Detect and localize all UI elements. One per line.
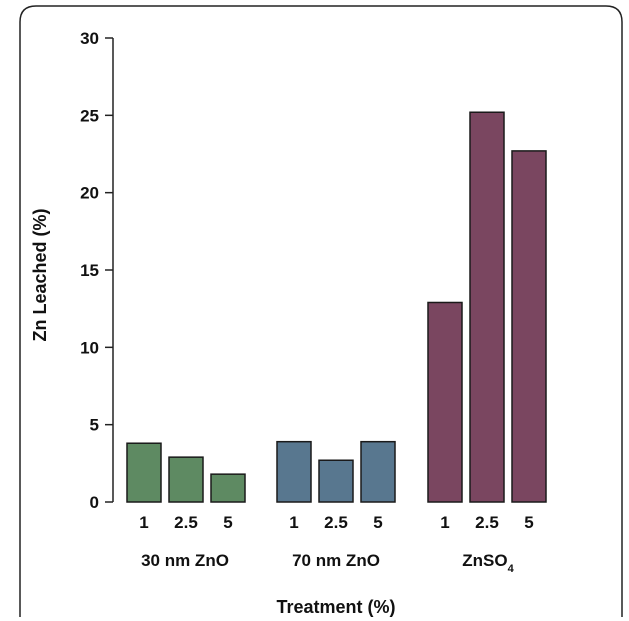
x-axis-label: Treatment (%): [276, 597, 395, 617]
x-tick-label: 5: [223, 513, 232, 532]
y-tick-label: 10: [80, 338, 99, 357]
bar: [319, 460, 353, 502]
y-tick-label: 15: [80, 261, 99, 280]
bar: [169, 457, 203, 502]
x-tick-label: 5: [524, 513, 533, 532]
bar: [470, 112, 504, 502]
y-axis-label: Zn Leached (%): [30, 208, 50, 341]
bar: [512, 151, 546, 502]
bar: [211, 474, 245, 502]
x-tick-label: 1: [139, 513, 148, 532]
y-tick-label: 30: [80, 29, 99, 48]
y-tick-label: 25: [80, 106, 99, 125]
bar: [361, 442, 395, 502]
group-labels: 30 nm ZnO 70 nm ZnO ZnSO4: [141, 551, 515, 575]
y-tick-label: 0: [90, 493, 99, 512]
x-tick-label: 1: [440, 513, 449, 532]
x-tick-label: 2.5: [324, 513, 348, 532]
group-label: ZnSO4: [462, 551, 514, 575]
bar: [127, 443, 161, 502]
x-tick-label: 1: [289, 513, 298, 532]
y-tick-label: 20: [80, 184, 99, 203]
x-tick-label: 2.5: [174, 513, 198, 532]
group-label: 70 nm ZnO: [292, 551, 380, 570]
bar: [428, 302, 462, 502]
bars: [127, 112, 546, 502]
group-label: 30 nm ZnO: [141, 551, 229, 570]
x-tick-label: 5: [373, 513, 382, 532]
x-tick-label: 2.5: [475, 513, 499, 532]
x-tick-labels: 1 2.5 5 1 2.5 5 1 2.5 5: [139, 513, 533, 532]
bar: [277, 442, 311, 502]
y-tick-label: 5: [90, 416, 99, 435]
y-axis: 0 5 10 15 20 25 30: [80, 29, 113, 512]
